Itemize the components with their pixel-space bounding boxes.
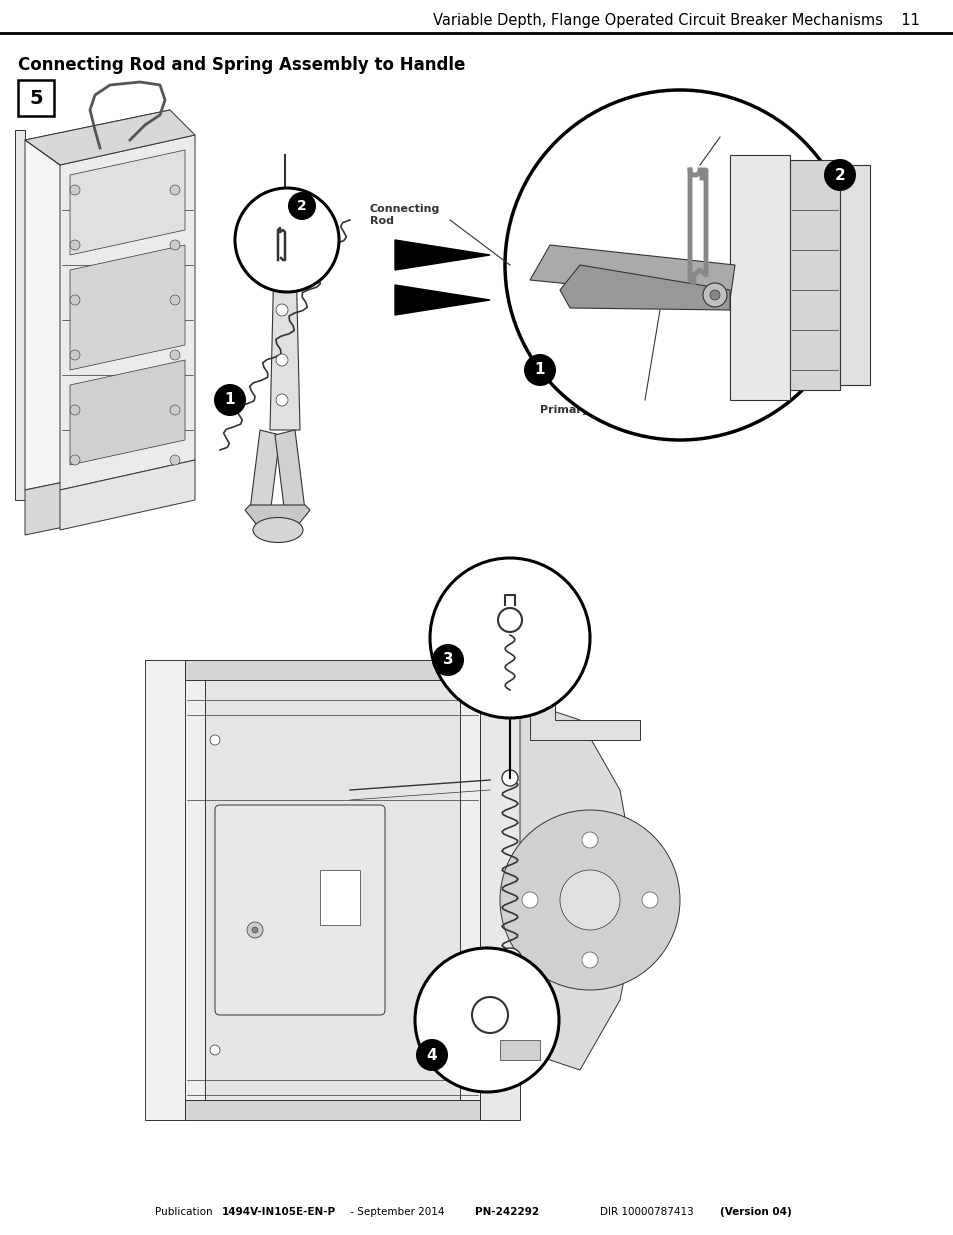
Circle shape <box>416 1039 448 1071</box>
Polygon shape <box>395 285 490 315</box>
Text: 1494V-IN105E-EN-P: 1494V-IN105E-EN-P <box>222 1207 335 1216</box>
Circle shape <box>501 769 517 785</box>
Polygon shape <box>70 245 185 370</box>
Polygon shape <box>840 165 869 385</box>
Circle shape <box>247 923 263 939</box>
Circle shape <box>213 384 246 416</box>
Text: 5: 5 <box>30 89 43 107</box>
Circle shape <box>430 558 589 718</box>
Circle shape <box>275 394 288 406</box>
Circle shape <box>823 159 855 191</box>
Polygon shape <box>395 240 490 270</box>
Circle shape <box>170 405 180 415</box>
Circle shape <box>70 240 80 249</box>
Circle shape <box>521 892 537 908</box>
Ellipse shape <box>253 517 303 542</box>
Circle shape <box>581 832 598 848</box>
Text: 2: 2 <box>834 168 844 183</box>
Circle shape <box>275 304 288 316</box>
Text: 1: 1 <box>535 363 545 378</box>
Circle shape <box>523 354 556 387</box>
Circle shape <box>504 90 854 440</box>
Polygon shape <box>530 245 734 300</box>
Text: 4: 4 <box>426 1047 436 1062</box>
Circle shape <box>415 948 558 1092</box>
Polygon shape <box>245 505 310 535</box>
Polygon shape <box>70 149 185 254</box>
FancyBboxPatch shape <box>214 805 385 1015</box>
Circle shape <box>170 350 180 359</box>
Circle shape <box>252 927 257 932</box>
Text: Primary Link: Primary Link <box>539 405 618 415</box>
Polygon shape <box>479 659 519 1120</box>
Polygon shape <box>205 671 459 1105</box>
Circle shape <box>641 892 658 908</box>
Polygon shape <box>25 459 170 535</box>
Circle shape <box>170 185 180 195</box>
Polygon shape <box>60 459 194 530</box>
Text: Connecting
Rod: Connecting Rod <box>370 204 440 226</box>
Polygon shape <box>185 659 479 680</box>
Polygon shape <box>25 110 170 490</box>
Circle shape <box>70 350 80 359</box>
Circle shape <box>70 295 80 305</box>
Circle shape <box>275 254 288 266</box>
Circle shape <box>70 185 80 195</box>
Polygon shape <box>250 430 280 515</box>
Circle shape <box>70 405 80 415</box>
Circle shape <box>702 283 726 308</box>
Circle shape <box>499 810 679 990</box>
Circle shape <box>234 188 338 291</box>
Circle shape <box>170 240 180 249</box>
Circle shape <box>472 997 507 1032</box>
Polygon shape <box>559 266 729 310</box>
Circle shape <box>275 354 288 366</box>
Circle shape <box>709 290 720 300</box>
Text: Publication: Publication <box>154 1207 215 1216</box>
Circle shape <box>210 735 220 745</box>
Text: DIR 10000787413: DIR 10000787413 <box>599 1207 697 1216</box>
Circle shape <box>581 952 598 968</box>
Text: Connecting Rod and Spring Assembly to Handle: Connecting Rod and Spring Assembly to Ha… <box>18 56 465 74</box>
Text: Variable Depth, Flange Operated Circuit Breaker Mechanisms    11: Variable Depth, Flange Operated Circuit … <box>433 12 919 27</box>
Circle shape <box>170 295 180 305</box>
Polygon shape <box>185 659 479 1115</box>
Text: - September 2014: - September 2014 <box>347 1207 444 1216</box>
Polygon shape <box>145 659 185 1120</box>
Polygon shape <box>270 215 299 430</box>
Circle shape <box>559 869 619 930</box>
Polygon shape <box>25 110 194 165</box>
Circle shape <box>288 191 315 220</box>
Polygon shape <box>15 130 25 500</box>
Text: 3: 3 <box>442 652 453 667</box>
Polygon shape <box>60 135 194 490</box>
Circle shape <box>170 454 180 466</box>
Text: 1: 1 <box>225 393 235 408</box>
Text: (Version 04): (Version 04) <box>720 1207 791 1216</box>
Circle shape <box>497 608 521 632</box>
Text: Hitch Pin: Hitch Pin <box>722 128 779 138</box>
Text: 2: 2 <box>296 199 307 212</box>
Text: PN-242292: PN-242292 <box>475 1207 538 1216</box>
Polygon shape <box>70 359 185 466</box>
Polygon shape <box>530 700 639 740</box>
Bar <box>18 80 54 116</box>
Polygon shape <box>185 1100 479 1120</box>
Circle shape <box>432 643 463 676</box>
Circle shape <box>497 948 521 972</box>
Polygon shape <box>789 161 840 390</box>
Circle shape <box>210 1045 220 1055</box>
Polygon shape <box>519 700 639 1070</box>
Polygon shape <box>499 1040 539 1060</box>
Polygon shape <box>729 156 789 400</box>
Circle shape <box>70 454 80 466</box>
Polygon shape <box>274 430 305 515</box>
Bar <box>319 869 359 925</box>
